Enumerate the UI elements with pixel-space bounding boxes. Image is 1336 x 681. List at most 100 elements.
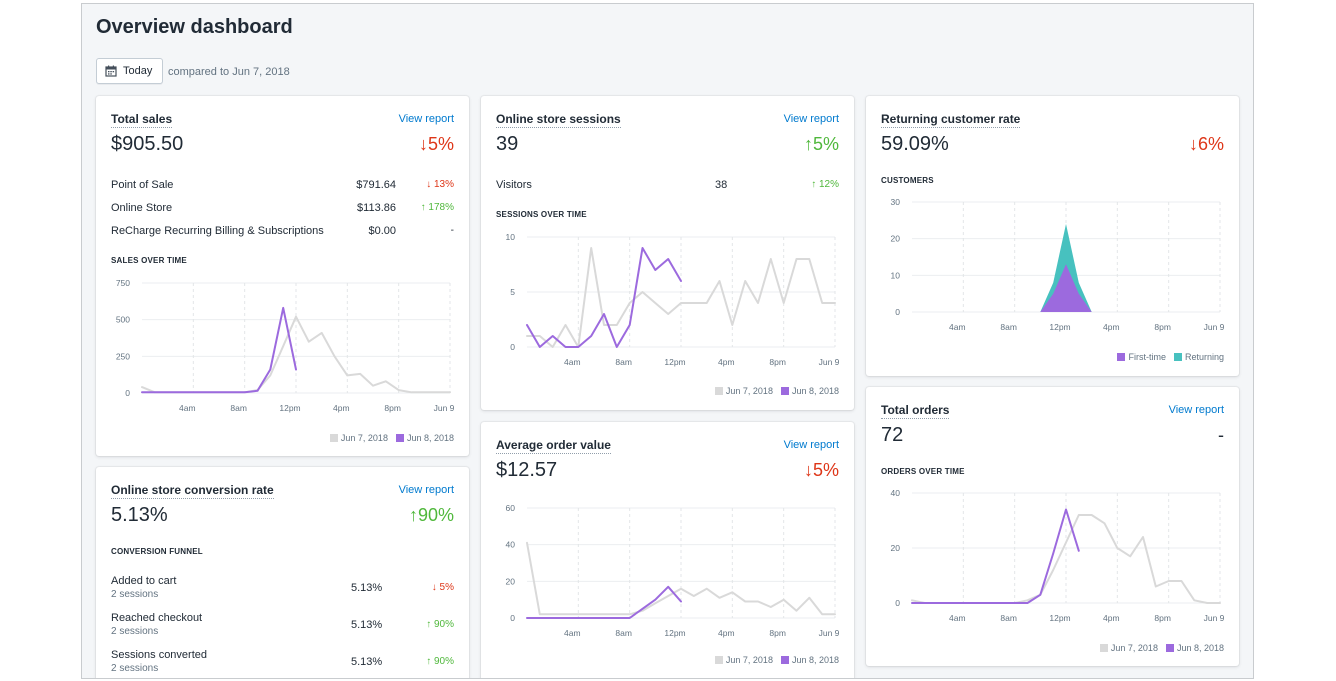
row-label: Added to cart xyxy=(111,575,177,587)
legend-label: Jun 7, 2018 xyxy=(340,433,388,443)
y-tick-label: 60 xyxy=(506,503,516,513)
y-tick-label: 250 xyxy=(116,351,130,361)
row-pct: ↓ 13% xyxy=(426,179,454,190)
view-report-link[interactable]: View report xyxy=(398,484,454,496)
date-button-label: Today xyxy=(123,65,153,77)
y-tick-label: 0 xyxy=(895,307,900,317)
x-tick-label: 8pm xyxy=(1154,322,1171,332)
dashboard-frame: Overview dashboard Today compared to Jun… xyxy=(81,3,1254,679)
view-report-link[interactable]: View report xyxy=(1168,404,1224,416)
y-tick-label: 10 xyxy=(506,232,516,242)
visitors-row: Visitors 38 ↑ 12% xyxy=(496,179,839,195)
row-label: Point of Sale xyxy=(111,179,174,191)
legend-item-first-time: First-time xyxy=(1117,352,1166,362)
legend-swatch-previous xyxy=(1099,644,1108,652)
legend-item-returning: Returning xyxy=(1173,352,1224,362)
x-tick-label: 8pm xyxy=(769,357,786,367)
y-tick-label: 20 xyxy=(891,234,901,244)
legend-item-previous: Jun 7, 2018 xyxy=(329,433,388,443)
aov-chart: 0 20 40 60 4am 8am 12pm 4pm 8pm Jun 9 xyxy=(506,503,840,638)
row-amount: 38 xyxy=(715,179,728,191)
x-tick-label: 4am xyxy=(564,628,581,638)
sessions-delta: ↑5% xyxy=(803,134,839,154)
view-report-link[interactable]: View report xyxy=(783,113,839,125)
y-tick-label: 40 xyxy=(891,488,901,498)
legend-swatch-current xyxy=(395,434,404,442)
compare-text: compared to Jun 7, 2018 xyxy=(168,66,290,78)
row-label: Sessions converted xyxy=(111,649,207,661)
y-tick-label: 0 xyxy=(510,342,515,352)
row-pct: - xyxy=(450,225,454,236)
x-tick-label: 12pm xyxy=(1049,322,1070,332)
page-title: Overview dashboard xyxy=(96,16,293,38)
returning-customer-card: Returning customer rate 59.09% ↓6% CUSTO… xyxy=(866,96,1239,376)
legend-label: Jun 8, 2018 xyxy=(791,655,839,665)
orders-chart: 0 20 40 4am 8am 12pm 4pm 8pm Jun 9 xyxy=(891,488,1225,623)
conversion-delta: ↑90% xyxy=(408,505,454,525)
x-tick-label: 4am xyxy=(564,357,581,367)
legend-item-current: Jun 8, 2018 xyxy=(395,433,454,443)
x-tick-label: 4am xyxy=(949,613,966,623)
legend-item-previous: Jun 7, 2018 xyxy=(714,655,773,665)
x-tick-label: 12pm xyxy=(664,628,685,638)
card-title[interactable]: Total orders xyxy=(881,403,950,419)
y-tick-label: 40 xyxy=(506,540,516,550)
total-orders-card: Total orders View report 72 - ORDERS OVE… xyxy=(866,387,1239,666)
funnel-row: Sessions converted 2 sessions 5.13% ↑ 90… xyxy=(111,649,454,678)
view-report-link[interactable]: View report xyxy=(783,439,839,451)
x-tick-label: 4pm xyxy=(1103,613,1120,623)
customers-chart: 0 10 20 30 4am 8am 12pm 4pm 8pm Jun 9 xyxy=(891,197,1225,332)
conversion-value: 5.13% xyxy=(111,504,168,526)
legend-item-current: Jun 8, 2018 xyxy=(780,655,839,665)
card-title[interactable]: Total sales xyxy=(111,112,173,128)
legend-label: Jun 8, 2018 xyxy=(406,433,454,443)
y-tick-label: 0 xyxy=(510,613,515,623)
card-title[interactable]: Online store sessions xyxy=(496,112,621,128)
row-value: 5.13% xyxy=(351,656,383,668)
section-label: SALES OVER TIME xyxy=(111,256,187,265)
line-series-jun-8-2018 xyxy=(141,306,297,394)
area-series-first-time xyxy=(912,264,1220,312)
aov-delta: ↓5% xyxy=(803,460,839,480)
card-title[interactable]: Returning customer rate xyxy=(881,112,1021,128)
card-title[interactable]: Average order value xyxy=(496,438,611,454)
total-sales-card: Total sales View report $905.50 ↓5% Poin… xyxy=(96,96,469,456)
date-range-button[interactable]: Today xyxy=(96,58,164,84)
x-tick-label: 8pm xyxy=(384,403,401,413)
sales-chart: 0 250 500 750 4am 8am 12pm 4pm 8pm Jun 9 xyxy=(116,278,455,413)
x-tick-label: Jun 9 xyxy=(434,403,455,413)
sessions-value: 39 xyxy=(496,133,519,155)
conversion-rate-card: Online store conversion rate View report… xyxy=(96,467,469,678)
y-tick-label: 20 xyxy=(891,543,901,553)
legend-swatch-current xyxy=(1165,644,1174,652)
row-pct: ↑ 90% xyxy=(426,656,454,667)
legend-swatch-previous xyxy=(329,434,338,442)
x-tick-label: 8am xyxy=(230,403,247,413)
total-sales-value: $905.50 xyxy=(111,133,184,155)
legend-swatch-current xyxy=(780,656,789,664)
line-series-jun-8-2018 xyxy=(526,247,682,348)
returning-delta: ↓6% xyxy=(1188,134,1224,154)
legend-label: Jun 8, 2018 xyxy=(791,386,839,396)
total-sales-delta: ↓5% xyxy=(418,134,454,154)
x-tick-label: 4pm xyxy=(1103,322,1120,332)
sessions-card: Online store sessions View report 39 ↑5%… xyxy=(481,96,854,410)
row-label: Online Store xyxy=(111,202,173,214)
x-tick-label: 4pm xyxy=(718,357,735,367)
x-tick-label: 8pm xyxy=(769,628,786,638)
view-report-link[interactable]: View report xyxy=(398,113,454,125)
card-title[interactable]: Online store conversion rate xyxy=(111,483,274,499)
legend-label: First-time xyxy=(1128,352,1166,362)
x-tick-label: Jun 9 xyxy=(819,357,840,367)
chart-legend: First-time Returning xyxy=(1117,352,1224,362)
line-series-jun-7-2018 xyxy=(526,541,836,616)
x-tick-label: 4am xyxy=(949,322,966,332)
average-order-value-card: Average order value View report $12.57 ↓… xyxy=(481,422,854,678)
row-label: ReCharge Recurring Billing & Subscriptio… xyxy=(111,225,324,237)
section-label: ORDERS OVER TIME xyxy=(881,467,965,476)
section-label: CONVERSION FUNNEL xyxy=(111,547,203,556)
x-tick-label: Jun 9 xyxy=(1204,322,1225,332)
x-tick-label: 12pm xyxy=(279,403,300,413)
funnel-row: Reached checkout 2 sessions 5.13% ↑ 90% xyxy=(111,612,454,642)
legend-item-current: Jun 8, 2018 xyxy=(1165,643,1224,653)
